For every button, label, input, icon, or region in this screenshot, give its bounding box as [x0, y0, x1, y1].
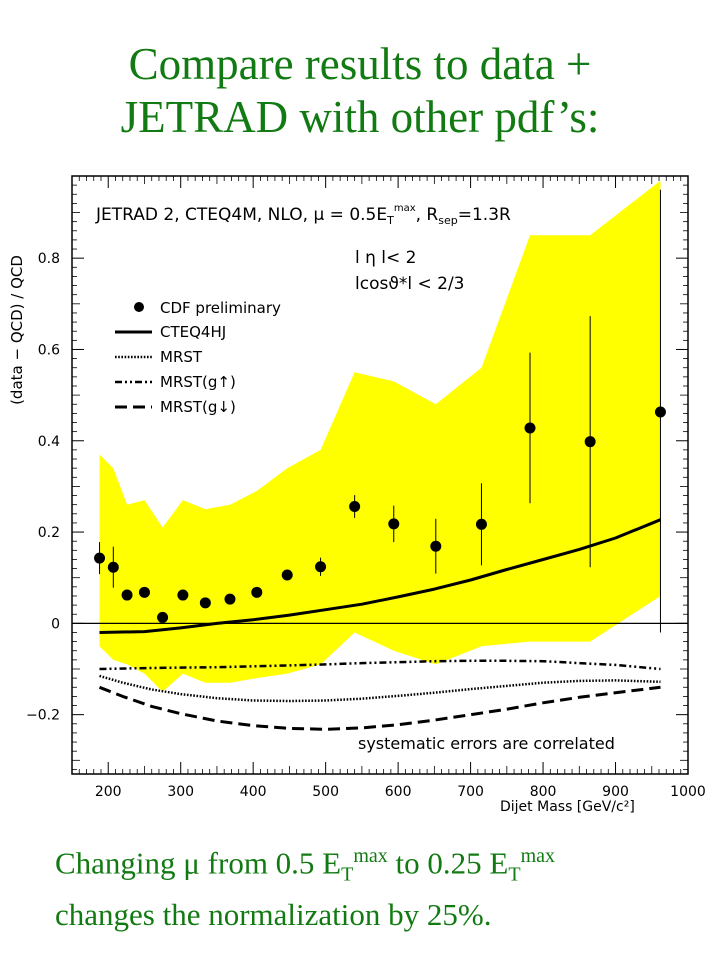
cut-eta: l η l< 2 — [355, 248, 417, 268]
systematic-error-band — [99, 180, 661, 692]
legend-label-cdf: CDF preliminary — [160, 299, 281, 317]
slide-title-line-2: JETRAD with other pdf’s: — [120, 92, 600, 142]
caption-sub-2: T — [508, 863, 521, 886]
slide-caption: Changing μ from 0.5 ETmax to 0.25 ETmax … — [55, 836, 705, 935]
slide-title: Compare results to data + JETRAD with ot… — [0, 38, 720, 144]
dijet-mass-chart: 200 300 400 500 600 700 800 900 1000 −0.2 0 0.2 0.4 0… — [8, 175, 706, 815]
x-axis-label: Dijet Mass [GeV/c²] — [500, 799, 635, 815]
legend-label-mrst-gup: MRST(g↑) — [160, 373, 236, 391]
legend-label-mrst-gdown: MRST(g↓) — [160, 398, 236, 416]
x-tick-label: 700 — [457, 784, 484, 800]
caption-sup-2: max — [520, 845, 555, 867]
x-tick-label: 500 — [312, 784, 339, 800]
data-point — [584, 436, 596, 448]
data-point — [388, 518, 400, 530]
curve-series-4 — [98, 685, 661, 731]
systematics-note: systematic errors are correlated — [358, 734, 615, 753]
y-tick-label: 0.2 — [38, 525, 60, 541]
data-point — [349, 500, 361, 512]
legend-marker-cdf — [134, 302, 144, 312]
x-tick-label: 900 — [602, 784, 629, 800]
data-point — [430, 540, 442, 552]
data-point — [138, 586, 150, 598]
data-point — [121, 589, 133, 601]
curve-series-3 — [99, 659, 661, 671]
y-tick-label: 0.4 — [38, 434, 60, 450]
curve-series-1 — [99, 518, 662, 634]
legend: CDF preliminary CTEQ4HJ MRST MRST(g↑) MR… — [115, 299, 281, 416]
x-tick-label: 200 — [95, 784, 122, 800]
y-tick-label: 0 — [51, 616, 60, 632]
curve-series-2 — [99, 674, 661, 703]
caption-sup-1: max — [353, 845, 388, 867]
y-tick-label: 0.6 — [38, 342, 60, 358]
data-point — [251, 586, 263, 598]
caption-text-1: Changing μ from 0.5 E — [55, 845, 342, 881]
data-point — [281, 569, 293, 581]
chart-title: JETRAD 2, CTEQ4M, NLO, μ = 0.5ETmax, Rse… — [95, 203, 511, 227]
x-tick-label: 300 — [167, 784, 194, 800]
data-point — [524, 422, 536, 434]
y-tick-label: −0.2 — [26, 708, 60, 724]
data-point — [107, 561, 119, 573]
data-point — [315, 561, 327, 573]
x-tick-label: 1000 — [670, 784, 706, 800]
y-axis-label: (data − QCD) / QCD — [8, 255, 26, 405]
data-point — [199, 597, 211, 609]
y-tick-label: 0.8 — [38, 251, 60, 267]
cut-costheta: lcosϑ*l < 2/3 — [355, 274, 465, 294]
x-tick-label: 800 — [530, 784, 557, 800]
data-point — [475, 518, 487, 530]
x-tick-label: 600 — [385, 784, 412, 800]
x-tick-label: 400 — [240, 784, 267, 800]
data-point — [157, 611, 169, 623]
caption-line-2: changes the normalization by 25%. — [55, 896, 492, 932]
data-point — [177, 589, 189, 601]
legend-label-mrst: MRST — [160, 348, 203, 366]
caption-sub-1: T — [341, 863, 354, 886]
caption-line-1: Changing μ from 0.5 ETmax to 0.25 ETmax — [55, 836, 705, 895]
data-point — [224, 593, 236, 605]
caption-text-2: to 0.25 E — [387, 845, 509, 881]
data-point — [94, 552, 106, 564]
plot-frame — [71, 175, 689, 775]
slide-title-line-1: Compare results to data + — [128, 39, 592, 89]
legend-label-cteq4hj: CTEQ4HJ — [160, 323, 226, 341]
